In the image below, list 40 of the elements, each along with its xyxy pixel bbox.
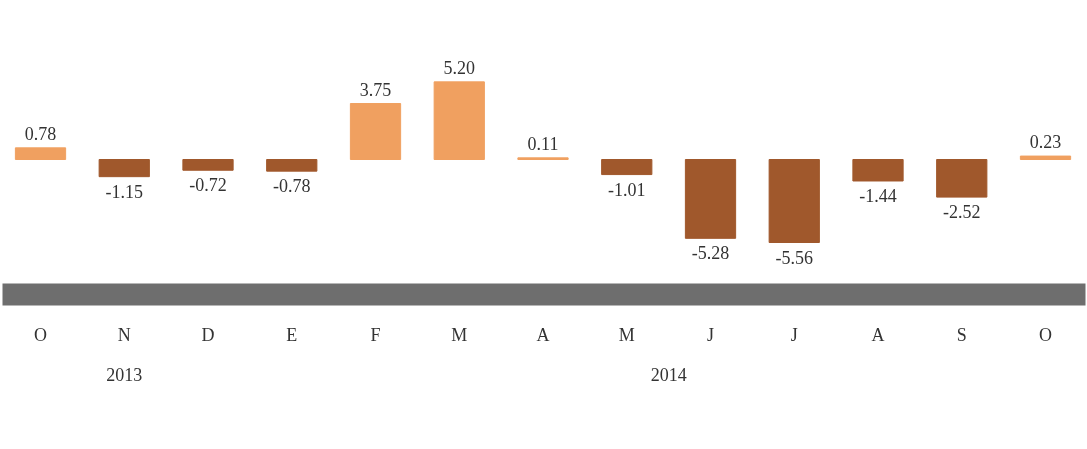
- data-label: 0.11: [527, 133, 559, 154]
- x-tick-label: N: [117, 324, 131, 345]
- data-label: -5.28: [691, 243, 730, 264]
- x-tick-label: S: [956, 324, 967, 345]
- x-tick-label: O: [34, 324, 47, 345]
- x-tick-label: D: [201, 324, 215, 345]
- data-label: -2.52: [943, 202, 981, 223]
- bar: [936, 159, 988, 198]
- data-label: -0.72: [189, 175, 227, 196]
- bar: [1019, 155, 1072, 160]
- data-label: -1.01: [608, 179, 646, 200]
- bar: [852, 159, 904, 182]
- data-label: -1.44: [859, 186, 897, 206]
- data-label: 0.78: [24, 123, 57, 144]
- x-tick-label: J: [790, 324, 798, 345]
- bar: [98, 159, 150, 178]
- data-label: 3.75: [359, 79, 392, 100]
- x-tick-label: F: [370, 324, 381, 345]
- bar: [182, 159, 234, 171]
- bar: [433, 81, 485, 160]
- x-tick-label: A: [536, 324, 550, 345]
- x-tick-label: J: [707, 324, 715, 345]
- x-tick-label: A: [871, 324, 885, 345]
- x-tick-label: E: [286, 324, 298, 345]
- bar: [349, 103, 402, 160]
- text: 2014: [650, 364, 687, 385]
- bar: [684, 159, 737, 239]
- bar: [768, 159, 820, 243]
- text: 2013: [106, 364, 143, 385]
- data-label: 5.20: [443, 57, 475, 78]
- bar: [266, 159, 318, 172]
- x-tick-label: M: [618, 324, 635, 345]
- data-label: -5.56: [775, 247, 813, 268]
- x-tick-label: M: [451, 324, 468, 345]
- data-label: -1.15: [105, 181, 143, 202]
- data-label: 0.23: [1029, 132, 1062, 153]
- x-tick-label: O: [1039, 324, 1052, 345]
- bar: [601, 159, 653, 176]
- bar: [14, 147, 67, 160]
- data-label: -0.78: [273, 176, 311, 197]
